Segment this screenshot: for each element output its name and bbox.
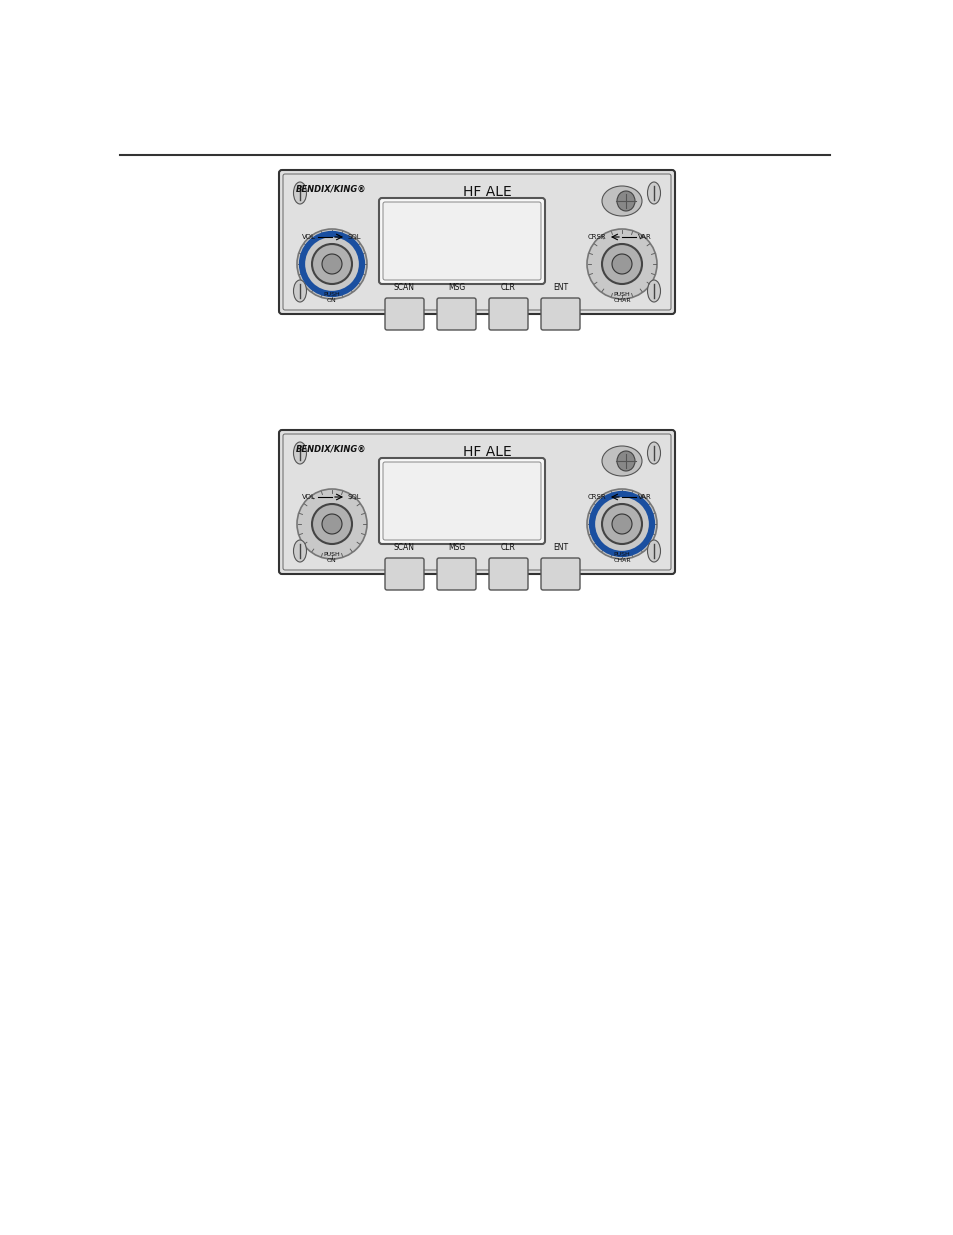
Circle shape <box>612 254 631 274</box>
Text: VAR: VAR <box>638 233 651 240</box>
Text: ENT: ENT <box>553 543 567 552</box>
FancyBboxPatch shape <box>385 558 423 590</box>
Text: CRSR: CRSR <box>587 233 605 240</box>
Circle shape <box>586 489 657 559</box>
Text: MSG: MSG <box>447 543 465 552</box>
FancyBboxPatch shape <box>436 558 476 590</box>
Circle shape <box>322 254 341 274</box>
Text: CRSR: CRSR <box>587 494 605 500</box>
Text: VOL: VOL <box>302 233 315 240</box>
Ellipse shape <box>294 280 306 303</box>
FancyBboxPatch shape <box>385 298 423 330</box>
Text: HF ALE: HF ALE <box>462 445 511 459</box>
Ellipse shape <box>294 442 306 464</box>
Text: HF ALE: HF ALE <box>462 185 511 199</box>
Text: CLR: CLR <box>500 543 516 552</box>
FancyBboxPatch shape <box>278 170 675 314</box>
Ellipse shape <box>647 280 659 303</box>
Ellipse shape <box>617 451 635 471</box>
Text: CLR: CLR <box>500 283 516 291</box>
Text: MSG: MSG <box>447 283 465 291</box>
Text: PUSH
CHAR: PUSH CHAR <box>613 552 630 563</box>
Ellipse shape <box>294 182 306 204</box>
Circle shape <box>312 245 352 284</box>
Ellipse shape <box>617 191 635 211</box>
Ellipse shape <box>647 540 659 562</box>
FancyBboxPatch shape <box>436 298 476 330</box>
Text: SQL: SQL <box>348 494 361 500</box>
Ellipse shape <box>294 540 306 562</box>
Ellipse shape <box>647 182 659 204</box>
Circle shape <box>586 228 657 299</box>
Ellipse shape <box>601 186 641 216</box>
FancyBboxPatch shape <box>382 462 540 540</box>
Text: SCAN: SCAN <box>394 283 415 291</box>
Text: PUSH
CHAR: PUSH CHAR <box>613 293 630 303</box>
Text: VAR: VAR <box>638 494 651 500</box>
FancyBboxPatch shape <box>378 458 544 543</box>
Text: BENDIX/KING®: BENDIX/KING® <box>295 445 366 454</box>
FancyBboxPatch shape <box>378 198 544 284</box>
FancyBboxPatch shape <box>278 430 675 574</box>
Circle shape <box>612 514 631 534</box>
Text: VOL: VOL <box>302 494 315 500</box>
Circle shape <box>312 504 352 543</box>
Circle shape <box>296 228 367 299</box>
FancyBboxPatch shape <box>489 558 527 590</box>
Ellipse shape <box>601 446 641 475</box>
Text: PUSH
ON: PUSH ON <box>323 293 340 303</box>
Circle shape <box>601 504 641 543</box>
Text: SQL: SQL <box>348 233 361 240</box>
FancyBboxPatch shape <box>489 298 527 330</box>
Circle shape <box>296 489 367 559</box>
Text: PUSH
ON: PUSH ON <box>323 552 340 563</box>
Circle shape <box>322 514 341 534</box>
Text: BENDIX/KING®: BENDIX/KING® <box>295 185 366 194</box>
FancyBboxPatch shape <box>540 558 579 590</box>
Text: SCAN: SCAN <box>394 543 415 552</box>
FancyBboxPatch shape <box>382 203 540 280</box>
FancyBboxPatch shape <box>540 298 579 330</box>
Text: ENT: ENT <box>553 283 567 291</box>
Ellipse shape <box>647 442 659 464</box>
Circle shape <box>601 245 641 284</box>
